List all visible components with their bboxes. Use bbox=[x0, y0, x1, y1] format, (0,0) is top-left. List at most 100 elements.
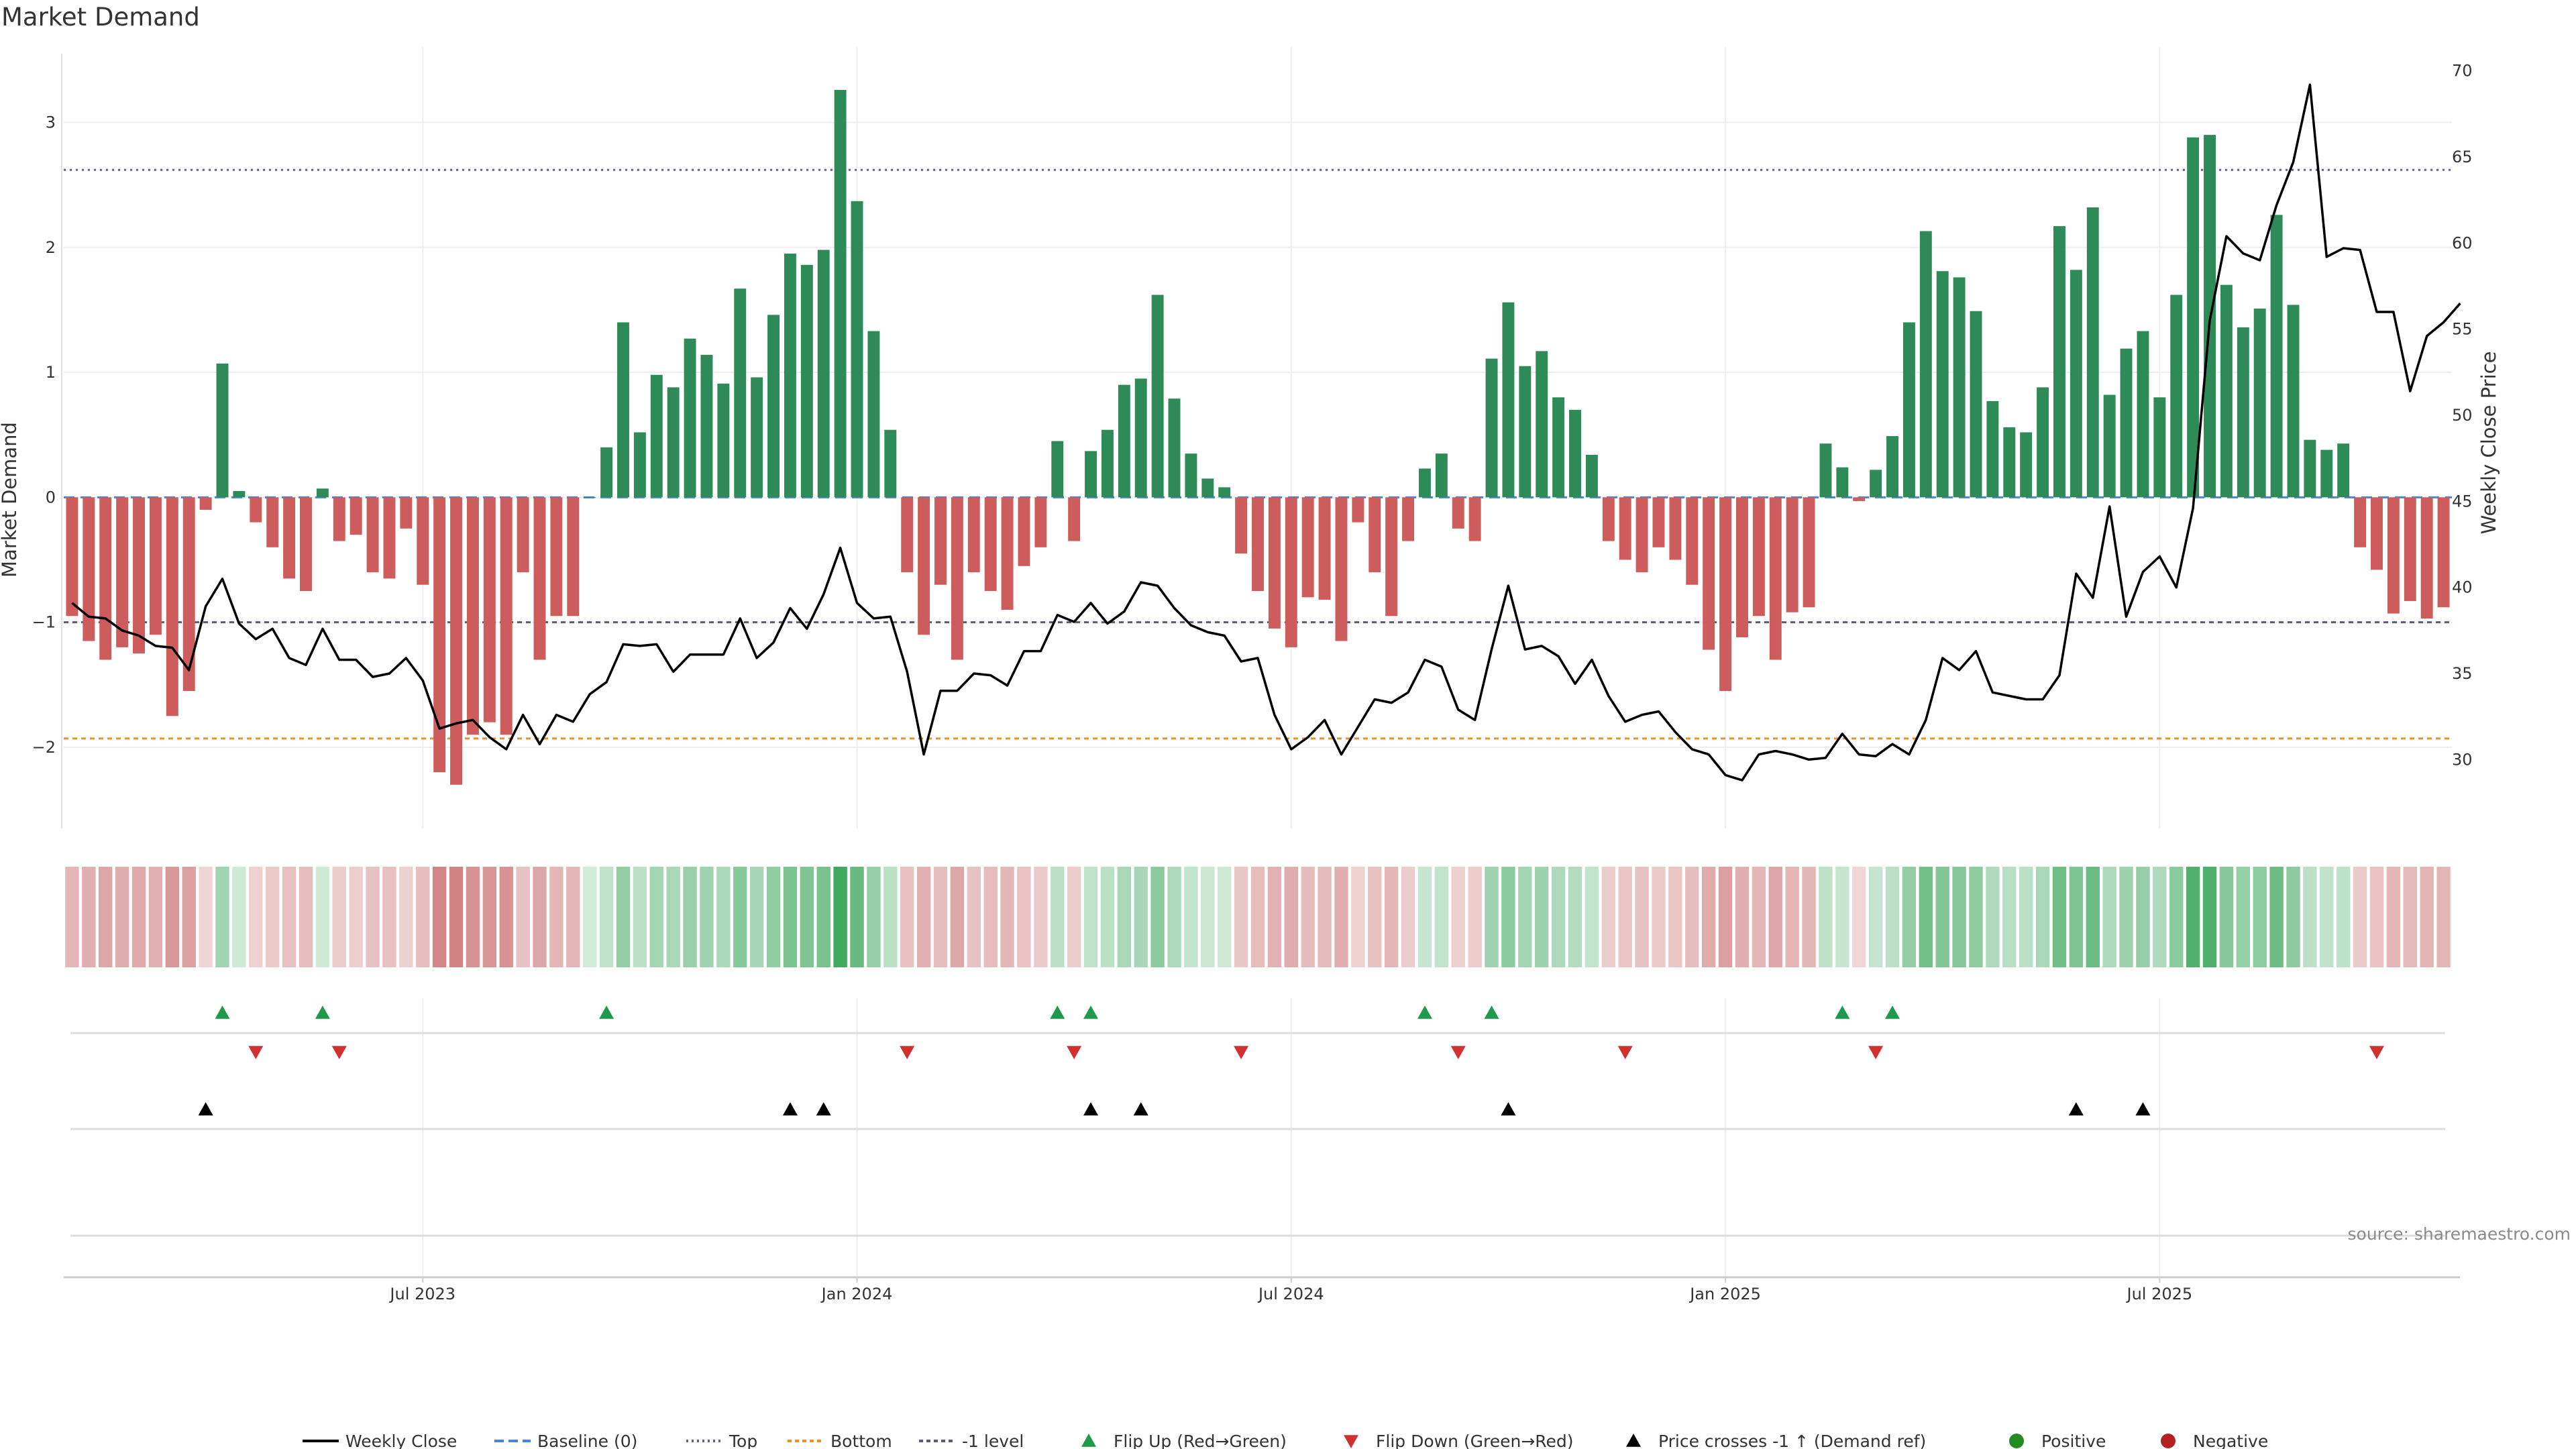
strip-cell bbox=[516, 867, 530, 967]
demand-bar bbox=[700, 354, 713, 498]
strip-cell bbox=[1051, 867, 1065, 967]
right-tick-label: 55 bbox=[2452, 320, 2473, 339]
price-cross-marker bbox=[2135, 1102, 2151, 1116]
demand-bar bbox=[1769, 497, 1782, 660]
right-axis-title: Weekly Close Price bbox=[2477, 352, 2500, 535]
chart-title: Market Demand bbox=[1, 3, 200, 32]
price-cross-marker bbox=[1501, 1102, 1516, 1116]
demand-bar bbox=[717, 383, 730, 498]
strip-cell bbox=[1935, 867, 1949, 967]
strip-cell bbox=[1351, 867, 1365, 967]
strip-cell bbox=[1301, 867, 1315, 967]
demand-bar bbox=[1402, 497, 1415, 541]
demand-bar bbox=[550, 497, 563, 616]
strip-cell bbox=[599, 867, 614, 967]
strip-cell bbox=[2019, 867, 2033, 967]
strip-cell bbox=[2002, 867, 2017, 967]
strip-cell bbox=[1083, 867, 1098, 967]
strip-cell bbox=[1952, 867, 1966, 967]
strip-cell bbox=[299, 867, 313, 967]
strip-cell bbox=[2420, 867, 2434, 967]
right-tick-label: 40 bbox=[2452, 578, 2473, 597]
x-tick-label: Jan 2024 bbox=[820, 1285, 893, 1303]
demand-bar bbox=[617, 322, 629, 498]
strip-cell bbox=[800, 867, 814, 967]
strip-cell bbox=[1535, 867, 1549, 967]
strip-cell bbox=[1167, 867, 1181, 967]
demand-bar bbox=[901, 497, 914, 573]
demand-bar bbox=[366, 497, 379, 573]
strip-cell bbox=[349, 867, 363, 967]
demand-bar bbox=[1803, 497, 1815, 608]
demand-bar bbox=[1268, 497, 1281, 629]
demand-bar bbox=[2187, 137, 2200, 498]
strip-cell bbox=[399, 867, 413, 967]
demand-bar bbox=[1168, 398, 1181, 498]
legend-label: Baseline (0) bbox=[537, 1432, 637, 1449]
demand-bar bbox=[450, 497, 462, 785]
demand-bar bbox=[884, 429, 897, 498]
demand-bar bbox=[2037, 387, 2049, 498]
demand-bar bbox=[667, 387, 680, 498]
strip-cell bbox=[115, 867, 129, 967]
demand-bar bbox=[250, 497, 262, 523]
strip-cell bbox=[566, 867, 580, 967]
demand-bar bbox=[1201, 478, 1214, 498]
strip-cell bbox=[1885, 867, 1900, 967]
x-tick-label: Jul 2025 bbox=[2125, 1285, 2192, 1303]
demand-bar bbox=[1218, 487, 1231, 498]
demand-bar bbox=[133, 497, 145, 654]
strip-cell bbox=[199, 867, 213, 967]
demand-bar bbox=[1068, 497, 1081, 541]
strip-cell bbox=[2403, 867, 2417, 967]
demand-bar bbox=[934, 497, 947, 585]
strip-cell bbox=[900, 867, 914, 967]
demand-bar bbox=[1151, 294, 1164, 498]
demand-bar bbox=[182, 497, 195, 692]
strip-cell bbox=[1601, 867, 1616, 967]
demand-bar bbox=[1936, 271, 1949, 498]
flip-down-marker bbox=[1617, 1046, 1633, 1059]
x-axis-labels: Jul 2023 Jan 2024 Jul 2024 Jan 2025 Jul 2025 bbox=[388, 1277, 2192, 1303]
demand-bar bbox=[2070, 270, 2082, 498]
strip-cell bbox=[1267, 867, 1282, 967]
demand-bar bbox=[266, 497, 279, 547]
demand-bar bbox=[500, 497, 513, 735]
legend-down-triangle-swatch bbox=[1344, 1435, 1358, 1448]
strip-cell bbox=[232, 867, 246, 967]
demand-bar bbox=[1886, 436, 1898, 498]
axes bbox=[61, 54, 2460, 1279]
strip-cell bbox=[749, 867, 764, 967]
left-tick-label: 2 bbox=[46, 238, 56, 257]
demand-bar bbox=[1301, 497, 1314, 598]
demand-bar bbox=[1735, 497, 1748, 637]
demand-bar bbox=[1836, 467, 1849, 498]
flip-down-marker bbox=[331, 1046, 347, 1059]
strip-cell bbox=[850, 867, 864, 967]
legend-up-triangle-swatch bbox=[1626, 1434, 1641, 1447]
demand-bar bbox=[2103, 394, 2116, 498]
strip-cell bbox=[649, 867, 663, 967]
demand-bar bbox=[567, 497, 580, 616]
demand-bar bbox=[2354, 497, 2367, 547]
flip-up-marker bbox=[599, 1006, 614, 1019]
price-cross-marker bbox=[1133, 1102, 1148, 1116]
demand-bar bbox=[1134, 378, 1147, 498]
event-markers bbox=[198, 1006, 2384, 1116]
left-tick-label: 3 bbox=[46, 113, 56, 131]
legend-label: Bottom bbox=[830, 1432, 892, 1449]
strip-cell bbox=[1986, 867, 2000, 967]
strip-cell bbox=[1368, 867, 1382, 967]
strip-cell bbox=[549, 867, 564, 967]
demand-bar bbox=[1669, 497, 1682, 560]
flip-down-marker bbox=[248, 1046, 264, 1059]
strip-cell bbox=[249, 867, 263, 967]
demand-heat-strip bbox=[65, 867, 2451, 967]
strip-cell bbox=[1835, 867, 1849, 967]
weekly-close-line bbox=[71, 83, 2461, 782]
demand-bar bbox=[2253, 309, 2266, 498]
demand-bar bbox=[2420, 497, 2433, 619]
strip-cell bbox=[1585, 867, 1599, 967]
strip-cell bbox=[1100, 867, 1115, 967]
